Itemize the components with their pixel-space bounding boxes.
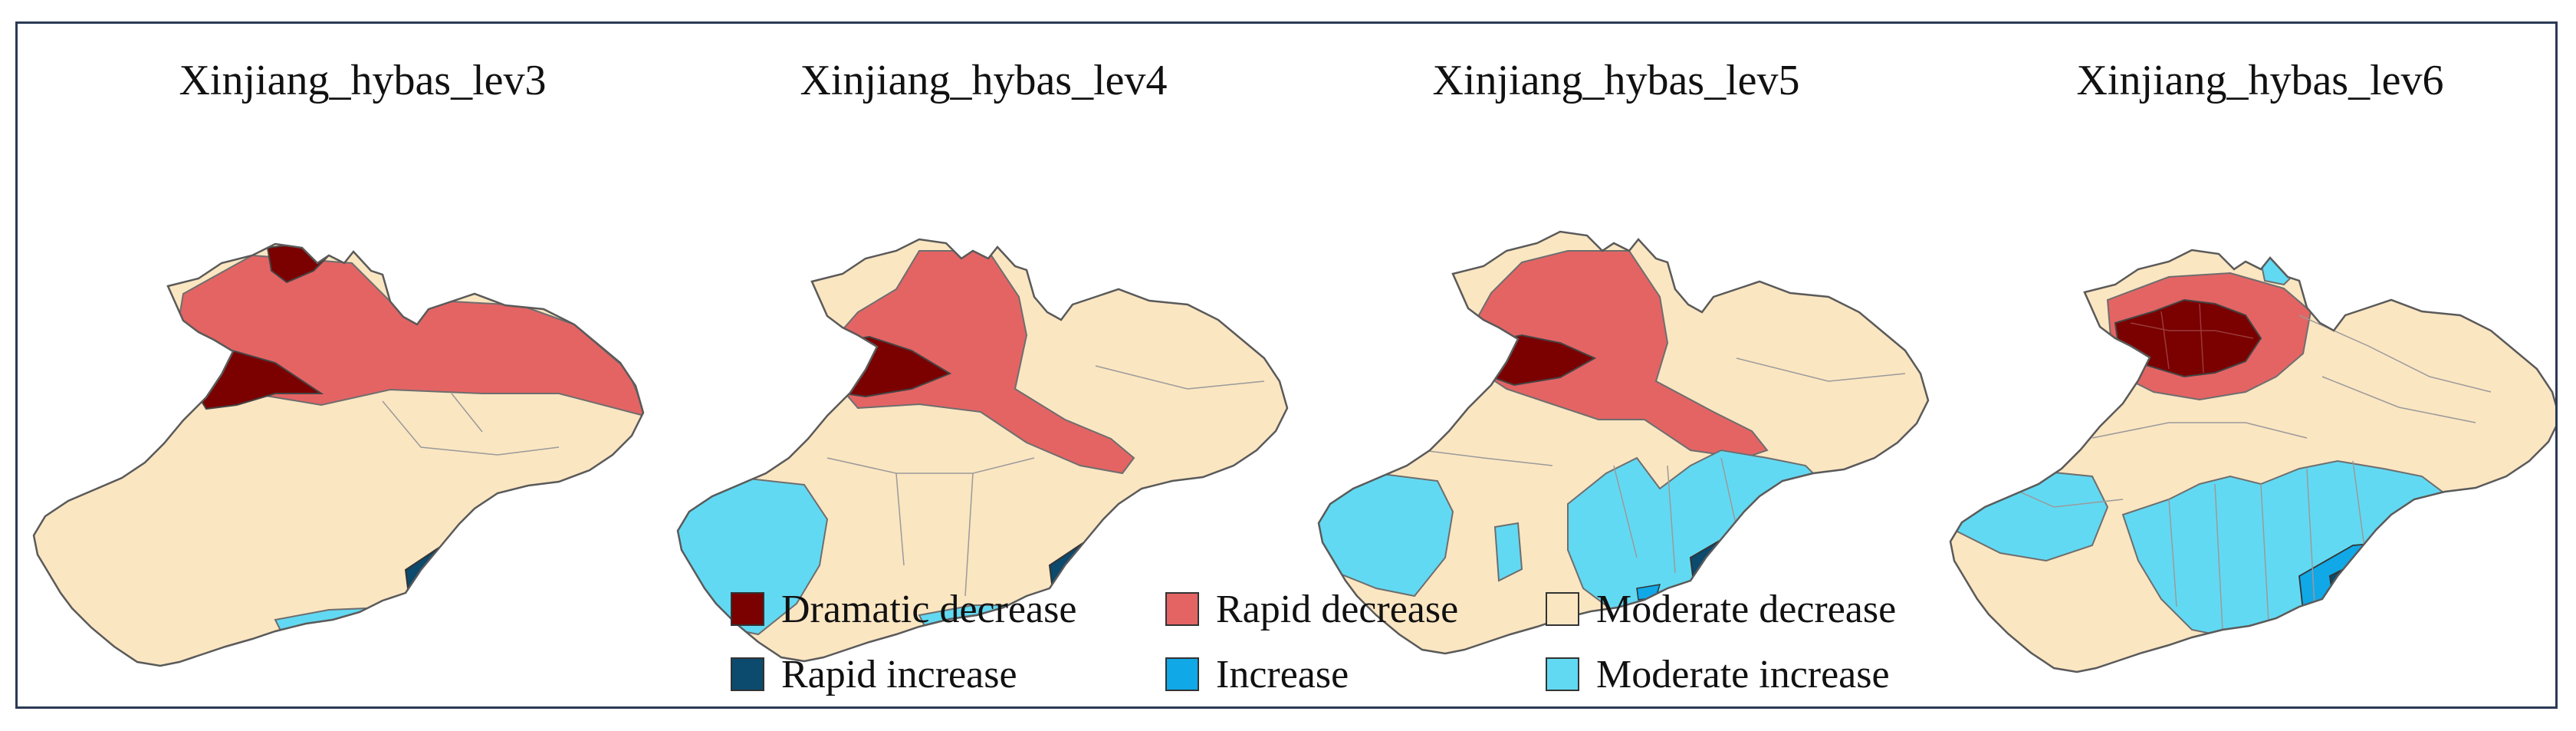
legend-swatch	[731, 592, 764, 626]
legend-label: Increase	[1216, 652, 1349, 696]
legend-item-dramatic-decrease: Dramatic decrease	[731, 588, 1076, 631]
panel-title-lev3: Xinjiang_hybas_lev3	[179, 57, 547, 104]
legend-swatch	[1165, 657, 1199, 691]
legend-item-rapid-increase: Rapid increase	[731, 653, 1017, 696]
legend-item-rapid-decrease: Rapid decrease	[1165, 588, 1458, 631]
legend-swatch	[1546, 657, 1579, 691]
legend-label: Rapid decrease	[1216, 587, 1459, 631]
panel-title-lev5: Xinjiang_hybas_lev5	[1432, 57, 1800, 104]
maps-canvas	[32, 230, 2555, 673]
figure-frame: Xinjiang_hybas_lev3 Xinjiang_hybas_lev4 …	[15, 21, 2558, 709]
legend-label: Dramatic decrease	[781, 587, 1077, 631]
map-lev6	[1949, 249, 2555, 673]
region-moderate-increase-small	[1493, 522, 1523, 582]
legend-label: Moderate decrease	[1596, 587, 1897, 631]
legend-swatch	[731, 657, 764, 691]
panel-title-lev4: Xinjiang_hybas_lev4	[800, 57, 1168, 104]
panel-title-lev6: Xinjiang_hybas_lev6	[2076, 57, 2444, 104]
legend-item-increase: Increase	[1165, 653, 1349, 696]
map-lev3	[32, 242, 645, 667]
legend-swatch	[1546, 592, 1579, 626]
legend-label: Moderate increase	[1596, 652, 1890, 696]
legend-swatch	[1165, 592, 1199, 626]
legend-item-moderate-decrease: Moderate decrease	[1546, 588, 1896, 631]
legend-label: Rapid increase	[781, 652, 1017, 696]
legend-item-moderate-increase: Moderate increase	[1546, 653, 1890, 696]
